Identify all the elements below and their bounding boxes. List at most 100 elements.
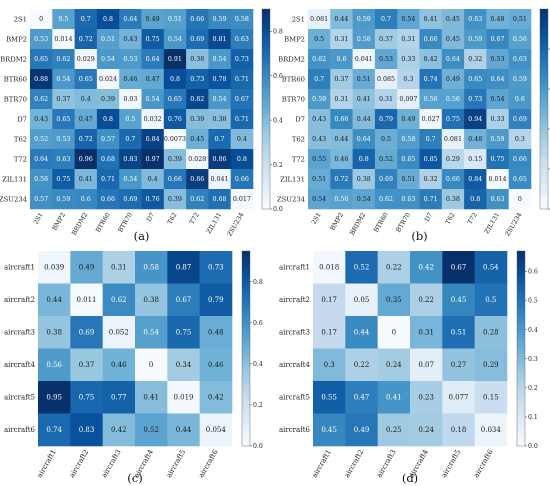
cell-value-label: 0.59: [491, 136, 505, 143]
panel-label: (d): [402, 471, 418, 485]
cell-value-label: 0.22: [418, 296, 434, 304]
heatmap-cell: [486, 189, 509, 210]
heatmap-cell: [52, 129, 75, 150]
heatmap-cell: [308, 189, 331, 210]
heatmap-cell: [186, 49, 209, 70]
cell-value-label: 0.46: [334, 156, 348, 163]
heatmap-cell: [167, 316, 200, 349]
cell-value-label: 0.37: [379, 36, 393, 43]
heatmap-cell: [135, 381, 168, 414]
row-tick-label: aircraft1: [279, 264, 310, 272]
col-tick-label: aircraft2: [343, 448, 365, 479]
cell-value-label: 0.032: [144, 116, 162, 123]
col-tick-label: T72: [189, 212, 201, 226]
cell-value-label: 0.53: [379, 56, 393, 63]
heatmap-cell: [345, 283, 378, 317]
cell-value-label: 0.59: [357, 16, 371, 23]
cell-value-label: 0.46: [123, 76, 137, 83]
heatmap-cell: [167, 413, 200, 447]
row-tick-label: aircraft2: [4, 296, 35, 304]
col-tick-label: aircraft6: [472, 448, 495, 479]
heatmap-cell: [30, 9, 53, 30]
heatmap-cell: [96, 129, 120, 150]
heatmap-cell: [410, 283, 443, 317]
heatmap-cell: [119, 29, 142, 50]
cell-value-label: 0.65: [468, 76, 482, 83]
heatmap-panel: 0 0.5 0.7 0.8 0.64 0.49 0.51 0.66 0.59 0.58 0.53 0.…: [0, 8, 283, 243]
heatmap-cell: [486, 109, 509, 130]
heatmap-cell: [96, 169, 120, 190]
heatmap-cell: [308, 129, 331, 150]
heatmap-cell: [486, 129, 509, 150]
col-tick-label: BTR60: [373, 212, 390, 234]
heatmap-cell: [441, 69, 465, 90]
cell-value-label: 0.028: [188, 156, 206, 163]
cell-value-label: 0.48: [491, 16, 505, 23]
row-tick-label: ZSU234: [0, 195, 27, 203]
heatmap-cell: [38, 348, 71, 382]
heatmap-cell: [345, 348, 378, 382]
cell-value-label: 0.38: [190, 56, 204, 63]
heatmap-cell: [230, 189, 254, 210]
heatmap-cell: [163, 89, 187, 110]
heatmap-cell: [186, 9, 209, 30]
heatmap-cell: [464, 129, 487, 150]
col-tick-label: T62: [444, 212, 456, 226]
heatmap-cell: [419, 49, 443, 70]
heatmap-cell: [230, 129, 254, 150]
heatmap-cell: [96, 49, 120, 70]
cell-value-label: 0.73: [468, 96, 482, 103]
heatmap-cell: [141, 149, 165, 170]
heatmap-cell: [377, 316, 411, 349]
heatmap-cell: [330, 89, 353, 110]
heatmap-cell: [186, 149, 209, 170]
row-tick-label: aircraft5: [4, 394, 35, 402]
cell-value-label: 0.54: [483, 264, 499, 272]
cell-value-label: 0.54: [312, 196, 326, 203]
cell-value-label: 0.15: [468, 156, 482, 163]
row-tick-label: ZIL131: [280, 175, 305, 183]
cell-value-label: 0.014: [489, 176, 507, 183]
cell-value-label: 0.6: [515, 96, 525, 103]
cell-value-label: 0.53: [34, 36, 48, 43]
heatmap-cell: [374, 189, 398, 210]
col-tick-label: 2S1: [311, 212, 323, 226]
heatmap-cell: [508, 49, 532, 70]
heatmap-cell: [141, 49, 165, 70]
heatmap-cell: [442, 348, 475, 382]
heatmap-cell: [330, 169, 353, 190]
cell-value-label: 0.017: [233, 196, 251, 203]
cell-value-label: 0.56: [334, 196, 348, 203]
cell-value-label: 0.4: [237, 136, 247, 143]
cell-value-label: 0.18: [451, 426, 467, 434]
cell-value-label: 0.62: [56, 56, 70, 63]
heatmap-cell: [441, 9, 465, 30]
cell-value-label: 0.6: [336, 56, 346, 63]
heatmap-cell: [377, 348, 411, 382]
row-tick-label: BTR70: [4, 95, 27, 103]
row-tick-label: aircraft3: [4, 329, 35, 337]
heatmap-cell: [442, 251, 475, 284]
colorbar: [241, 250, 251, 447]
cell-value-label: 0.49: [401, 116, 415, 123]
cell-value-label: 0.47: [79, 116, 93, 123]
cell-value-label: 0.53: [56, 136, 70, 143]
heatmap-cell: [508, 129, 532, 150]
col-tick-label: BTR70: [395, 212, 412, 234]
cell-value-label: 0.75: [491, 156, 505, 163]
heatmap-cell: [208, 89, 231, 110]
row-tick-label: 2S1: [292, 15, 305, 23]
cell-value-label: 0.8: [170, 76, 180, 83]
cell-value-label: 0.49: [146, 16, 160, 23]
cell-value-label: 0.54: [101, 56, 115, 63]
cell-value-label: 0.3: [403, 76, 413, 83]
heatmap-cell: [199, 348, 233, 382]
heatmap-cell: [486, 89, 509, 110]
colorbar-tick-label: 0.8: [253, 279, 263, 286]
cell-value-label: 0.66: [235, 176, 249, 183]
heatmap-cell: [419, 109, 443, 130]
cell-value-label: 0.54: [213, 96, 227, 103]
heatmap-cell: [208, 169, 231, 190]
cell-value-label: 0.081: [310, 16, 328, 23]
heatmap-cell: [486, 29, 509, 50]
